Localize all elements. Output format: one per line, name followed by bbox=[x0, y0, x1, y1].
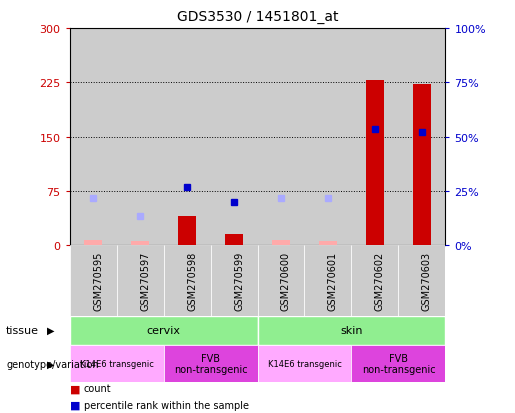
Bar bbox=[164, 246, 211, 316]
Text: K14E6 transgenic: K14E6 transgenic bbox=[80, 359, 153, 368]
Text: ■: ■ bbox=[70, 383, 80, 393]
Text: GSM270602: GSM270602 bbox=[375, 252, 385, 311]
Text: GSM270603: GSM270603 bbox=[422, 252, 432, 310]
Text: ■: ■ bbox=[70, 400, 80, 410]
Bar bbox=[83, 240, 102, 246]
Text: FVB
non-transgenic: FVB non-transgenic bbox=[174, 353, 247, 374]
Text: percentile rank within the sample: percentile rank within the sample bbox=[84, 400, 249, 410]
Bar bbox=[304, 246, 352, 316]
Bar bbox=[258, 246, 304, 316]
Text: count: count bbox=[84, 383, 112, 393]
Text: GSM270600: GSM270600 bbox=[281, 252, 291, 310]
Bar bbox=[70, 29, 116, 246]
Text: genotype/variation: genotype/variation bbox=[6, 359, 99, 369]
Bar bbox=[70, 246, 116, 316]
Text: GSM270601: GSM270601 bbox=[328, 252, 338, 310]
Bar bbox=[116, 29, 164, 246]
Bar bbox=[304, 29, 352, 246]
Bar bbox=[413, 85, 432, 246]
Text: GSM270599: GSM270599 bbox=[234, 252, 244, 311]
Bar bbox=[70, 345, 164, 382]
Text: FVB
non-transgenic: FVB non-transgenic bbox=[362, 353, 435, 374]
Bar bbox=[164, 345, 258, 382]
Text: GSM270595: GSM270595 bbox=[93, 252, 103, 311]
Bar bbox=[271, 241, 290, 246]
Bar bbox=[366, 81, 384, 246]
Bar bbox=[258, 29, 304, 246]
Text: ▶: ▶ bbox=[47, 359, 55, 369]
Bar bbox=[211, 246, 258, 316]
Bar bbox=[352, 246, 399, 316]
Bar bbox=[399, 246, 445, 316]
Bar bbox=[352, 345, 445, 382]
Bar bbox=[131, 241, 149, 246]
Text: GSM270597: GSM270597 bbox=[140, 252, 150, 311]
Text: K14E6 transgenic: K14E6 transgenic bbox=[268, 359, 341, 368]
Text: GDS3530 / 1451801_at: GDS3530 / 1451801_at bbox=[177, 10, 338, 24]
Bar bbox=[352, 29, 399, 246]
Bar bbox=[319, 241, 337, 246]
Bar bbox=[211, 29, 258, 246]
Bar bbox=[225, 235, 244, 246]
Text: ▶: ▶ bbox=[47, 325, 55, 335]
Bar bbox=[258, 316, 445, 345]
Text: tissue: tissue bbox=[6, 325, 39, 335]
Bar bbox=[178, 217, 196, 246]
Text: skin: skin bbox=[340, 325, 363, 335]
Text: cervix: cervix bbox=[146, 325, 181, 335]
Bar bbox=[70, 316, 258, 345]
Bar bbox=[399, 29, 445, 246]
Bar bbox=[258, 345, 352, 382]
Bar bbox=[116, 246, 164, 316]
Text: GSM270598: GSM270598 bbox=[187, 252, 197, 311]
Bar bbox=[164, 29, 211, 246]
